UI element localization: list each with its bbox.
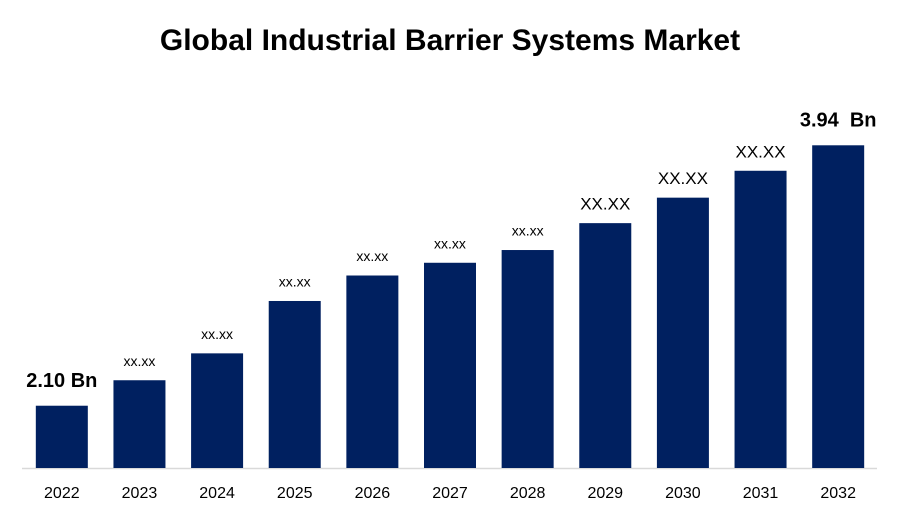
bar	[812, 145, 865, 469]
x-tick-label: 2032	[820, 485, 856, 502]
bar	[579, 223, 632, 468]
x-tick-label: 2026	[355, 485, 391, 502]
bar	[113, 380, 166, 468]
bar	[346, 275, 399, 468]
x-tick-label: 2028	[510, 485, 546, 502]
value-label: xx.xx	[512, 223, 544, 239]
x-tick-label: 2025	[277, 485, 313, 502]
chart-title: Global Industrial Barrier Systems Market	[160, 24, 740, 57]
value-label: xx.xx	[356, 248, 388, 264]
x-tick-label: 2027	[432, 485, 468, 502]
value-label: 3.94 Bn	[800, 110, 877, 132]
bar	[268, 300, 321, 468]
value-label: xx.xx	[434, 235, 466, 251]
value-label: XX.XX	[658, 169, 708, 188]
value-label: 2.10 Bn	[26, 370, 97, 392]
bar	[656, 197, 709, 468]
bar	[35, 405, 88, 468]
x-tick-label: 2030	[665, 485, 701, 502]
value-label: xx.xx	[279, 274, 311, 290]
x-tick-label: 2022	[44, 485, 80, 502]
bar	[501, 250, 554, 468]
value-label: xx.xx	[201, 326, 233, 342]
bar	[191, 353, 244, 468]
x-tick-label: 2029	[587, 485, 623, 502]
value-label: XX.XX	[580, 195, 630, 214]
value-label: xx.xx	[124, 353, 156, 369]
x-tick-label: 2023	[122, 485, 158, 502]
x-tick-label: 2024	[199, 485, 235, 502]
bar	[734, 170, 787, 468]
value-label: XX.XX	[735, 142, 785, 161]
x-tick-label: 2031	[743, 485, 779, 502]
bar	[424, 262, 476, 468]
